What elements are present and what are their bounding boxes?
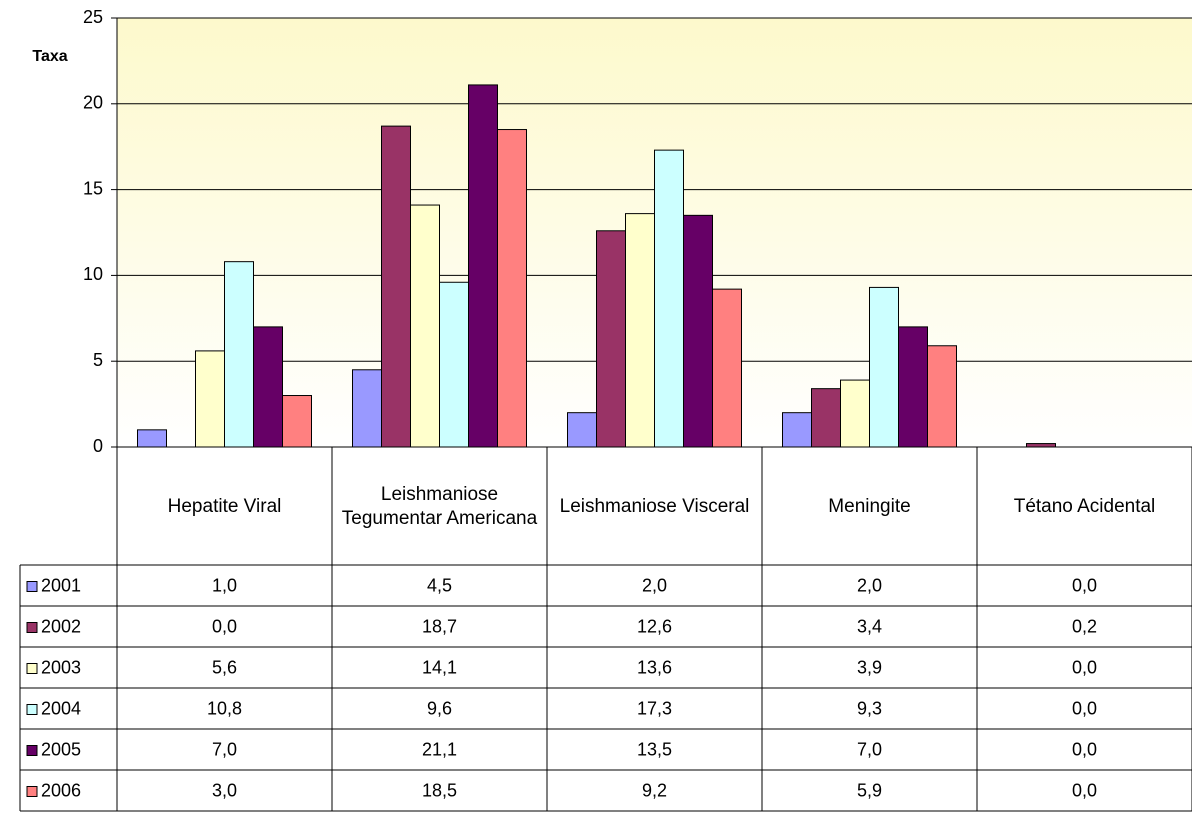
legend-label: 2001 xyxy=(41,575,81,595)
table-value: 17,3 xyxy=(637,698,672,718)
bar xyxy=(195,350,225,448)
table-value: 2,0 xyxy=(857,575,882,595)
y-tick-label: 15 xyxy=(83,178,103,198)
bar xyxy=(898,326,928,448)
y-tick-label: 25 xyxy=(83,7,103,27)
table-value: 21,1 xyxy=(422,739,457,759)
y-tick-label: 0 xyxy=(93,436,103,456)
table-value: 9,2 xyxy=(642,780,667,800)
table-value: 4,5 xyxy=(427,575,452,595)
bar xyxy=(840,379,870,448)
x-tick-label: Tétano Acidental xyxy=(1013,495,1156,517)
table-value: 9,3 xyxy=(857,698,882,718)
legend-label: 2003 xyxy=(41,657,81,677)
bar xyxy=(625,213,655,448)
table-value: 9,6 xyxy=(427,698,452,718)
bar xyxy=(712,288,742,448)
table-value: 3,9 xyxy=(857,657,882,677)
legend-key xyxy=(26,581,38,592)
bar xyxy=(869,286,899,448)
legend-key xyxy=(26,663,38,674)
table-value: 0,0 xyxy=(1072,575,1097,595)
legend-key xyxy=(26,786,38,797)
table-value: 5,6 xyxy=(212,657,237,677)
table-value: 0,0 xyxy=(1072,698,1097,718)
table-value: 12,6 xyxy=(637,616,672,636)
bar xyxy=(596,230,626,448)
bar xyxy=(468,84,498,448)
x-tick-label: Leishmaniose Tegumentar Americana xyxy=(341,483,538,529)
table-value: 18,5 xyxy=(422,780,457,800)
bar xyxy=(654,149,684,448)
table-value: 7,0 xyxy=(857,739,882,759)
table-value: 0,2 xyxy=(1072,616,1097,636)
bar xyxy=(927,345,957,448)
bar xyxy=(381,125,411,448)
table-value: 3,0 xyxy=(212,780,237,800)
x-tick-label: Hepatite Viral xyxy=(167,495,282,517)
bar xyxy=(352,369,382,448)
bar xyxy=(811,388,841,448)
bar xyxy=(1026,443,1056,448)
legend-label: 2005 xyxy=(41,739,81,759)
table-value: 13,5 xyxy=(637,739,672,759)
x-tick-label: Leishmaniose Visceral xyxy=(559,495,750,517)
table-value: 0,0 xyxy=(1072,780,1097,800)
table-value: 5,9 xyxy=(857,780,882,800)
bar xyxy=(253,326,283,448)
y-tick-label: 5 xyxy=(93,350,103,370)
table-value: 0,0 xyxy=(1072,739,1097,759)
table-value: 14,1 xyxy=(422,657,457,677)
table-value: 3,4 xyxy=(857,616,882,636)
table-value: 0,0 xyxy=(212,616,237,636)
table-value: 18,7 xyxy=(422,616,457,636)
table-value: 1,0 xyxy=(212,575,237,595)
bar xyxy=(567,412,597,448)
table-value: 10,8 xyxy=(207,698,242,718)
y-tick-label: 10 xyxy=(83,264,103,284)
bar xyxy=(497,129,527,448)
table-value: 2,0 xyxy=(642,575,667,595)
bar xyxy=(782,412,812,448)
bar xyxy=(282,395,312,448)
bar xyxy=(224,261,254,448)
y-tick-label: 20 xyxy=(83,93,103,113)
bar xyxy=(683,214,713,448)
legend-key xyxy=(26,622,38,633)
legend-label: 2006 xyxy=(41,780,81,800)
legend-key xyxy=(26,704,38,715)
table-value: 0,0 xyxy=(1072,657,1097,677)
x-tick-label: Meningite xyxy=(828,495,911,517)
bar xyxy=(137,429,167,448)
y-axis-title: Taxa xyxy=(32,48,67,65)
table-value: 13,6 xyxy=(637,657,672,677)
legend-label: 2002 xyxy=(41,616,81,636)
bar xyxy=(439,281,469,448)
bar xyxy=(410,204,440,448)
table-value: 7,0 xyxy=(212,739,237,759)
legend-key xyxy=(26,745,38,756)
legend-label: 2004 xyxy=(41,698,81,718)
